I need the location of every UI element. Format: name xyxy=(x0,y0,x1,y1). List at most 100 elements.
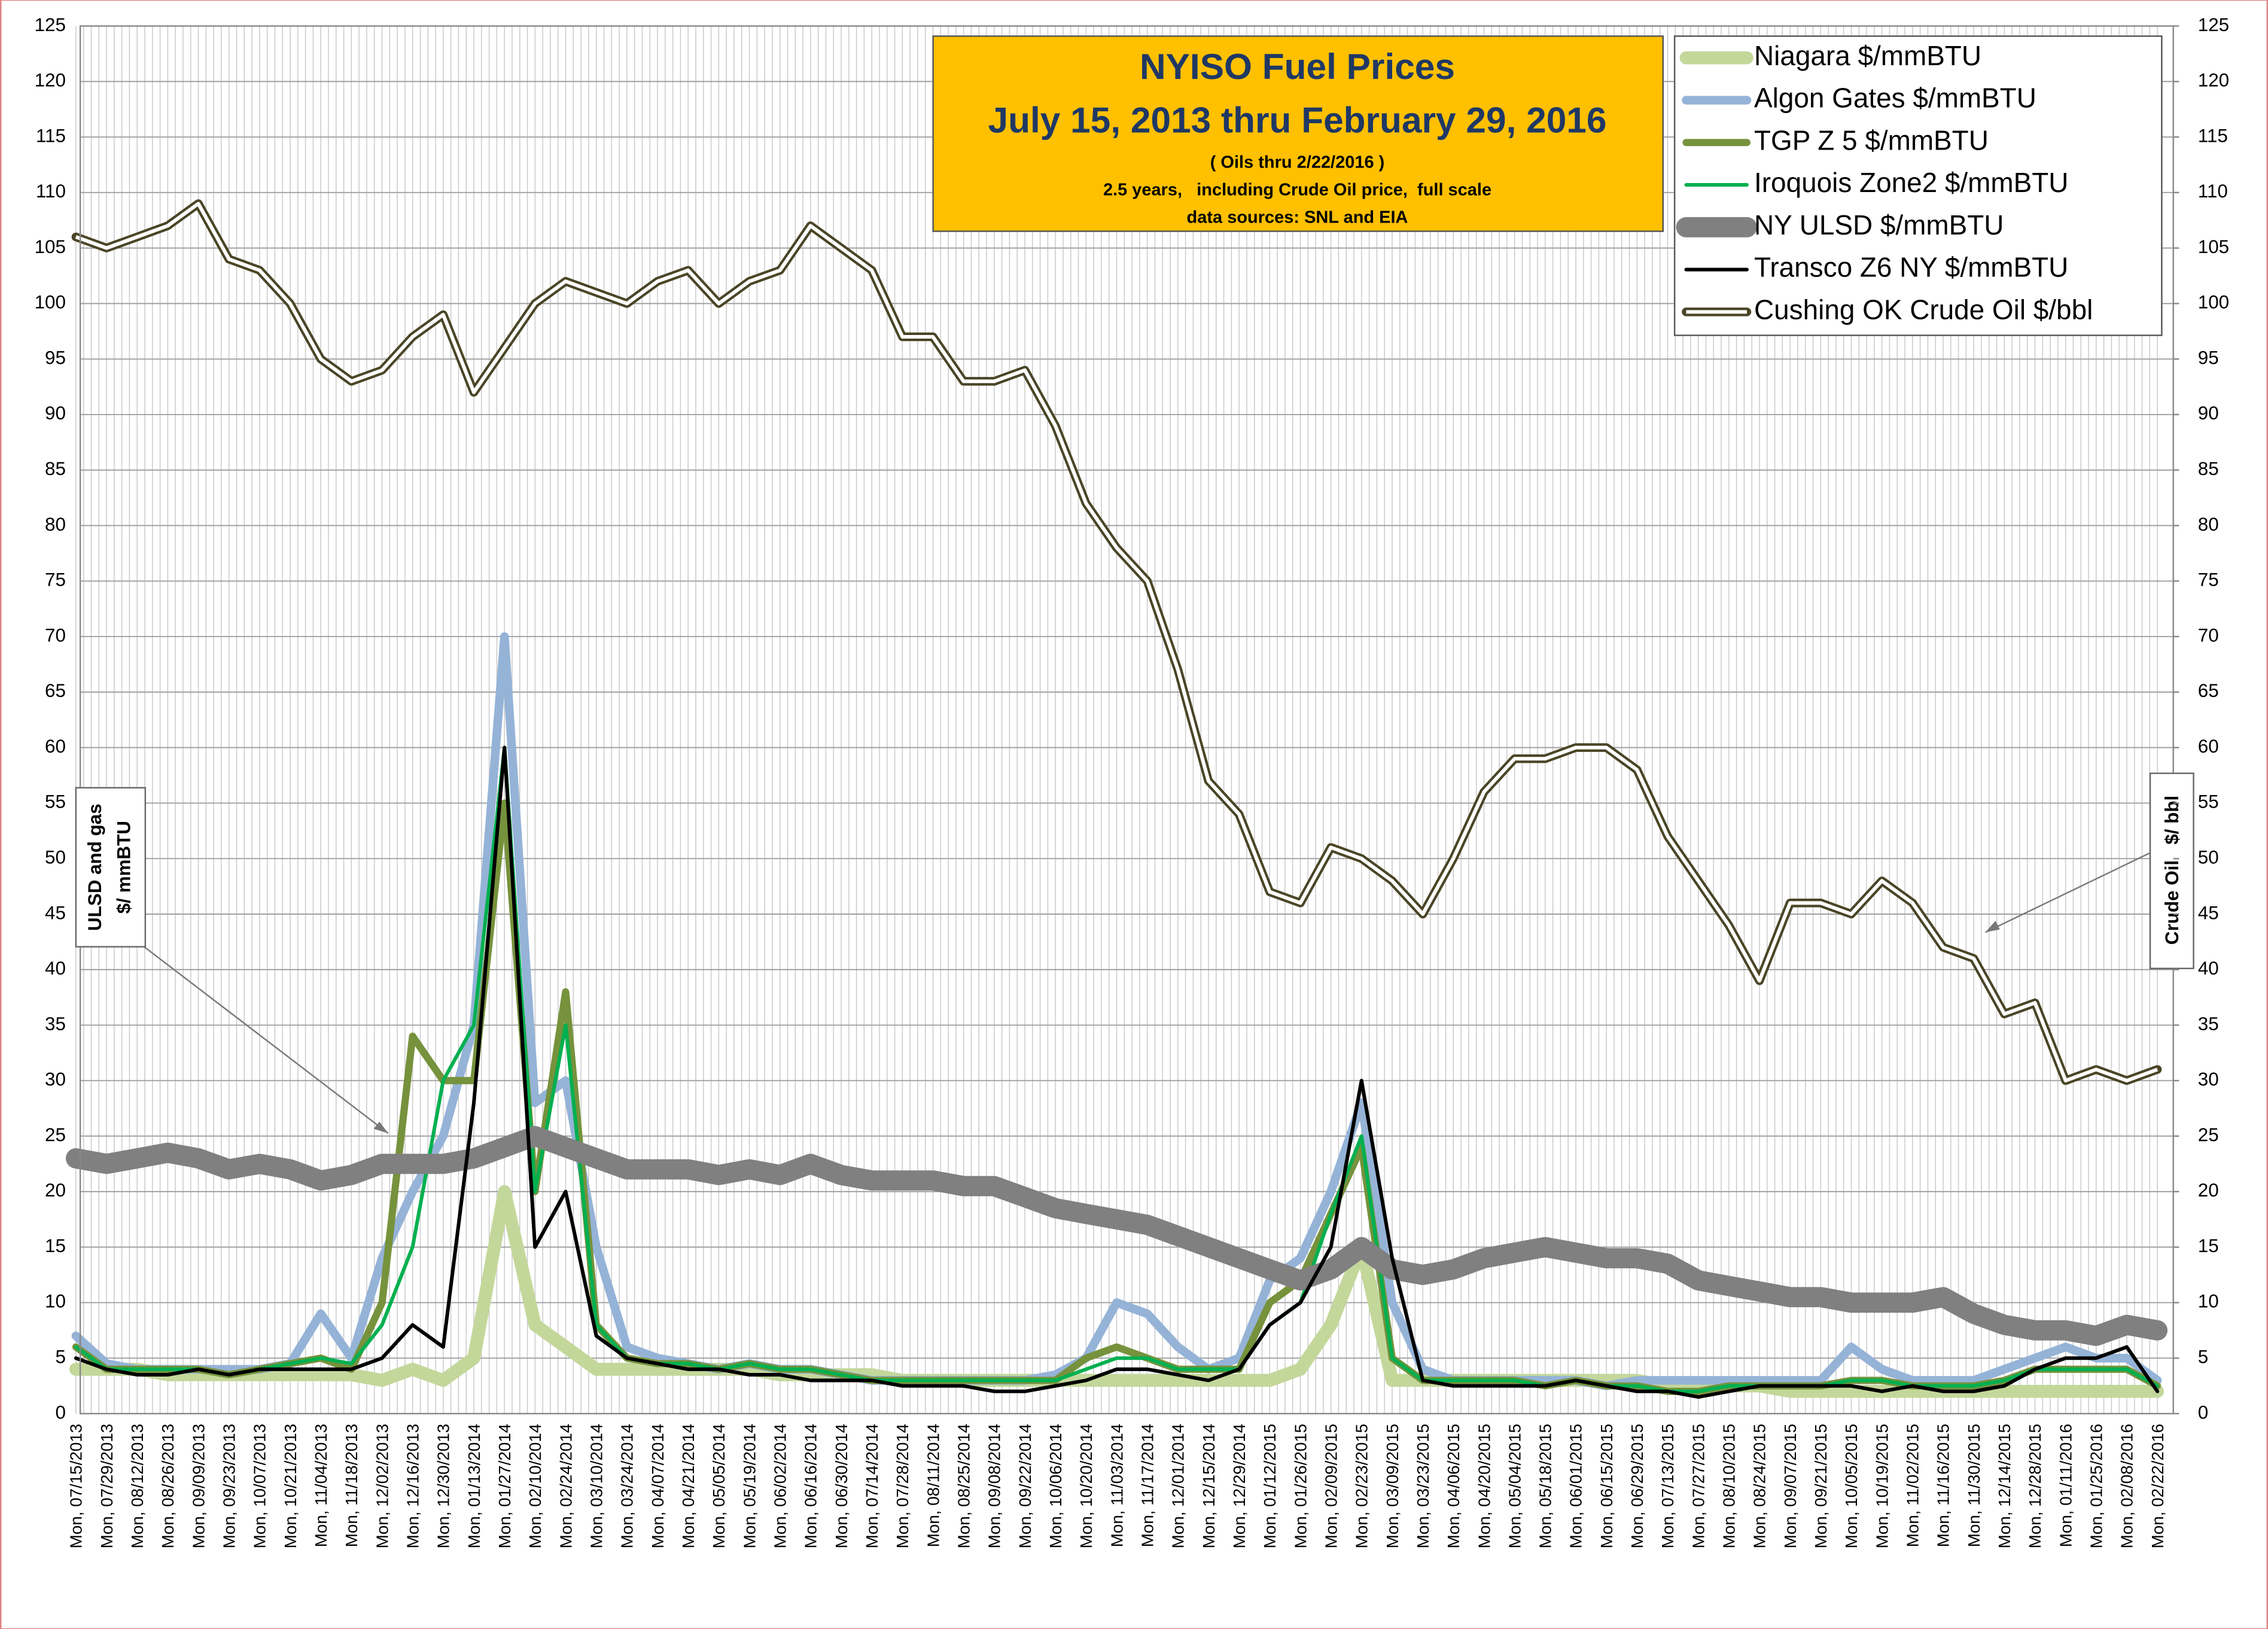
y2-tick-label: 5 xyxy=(2198,1347,2208,1368)
x-tick-label: Mon, 02/23/2015 xyxy=(1353,1424,1371,1548)
x-tick-label: Mon, 12/14/2015 xyxy=(1995,1424,2014,1548)
x-tick-label: Mon, 10/05/2015 xyxy=(1842,1424,1861,1548)
annotation: $/ mmBTU xyxy=(113,821,134,914)
x-tick-label: Mon, 07/14/2014 xyxy=(863,1424,881,1548)
x-tick-label: Mon, 06/02/2014 xyxy=(771,1424,789,1548)
x-tick-label: Mon, 04/20/2015 xyxy=(1475,1424,1493,1548)
annotation-frame xyxy=(2149,772,2194,970)
arrowhead xyxy=(373,1121,388,1134)
x-tick-label: Mon, 06/29/2015 xyxy=(1628,1424,1646,1548)
x-tick-label: Mon, 07/15/2013 xyxy=(67,1424,86,1548)
annotation-left: ULSD and gas $/ mmBTU xyxy=(75,787,389,1134)
x-tick-label: Mon, 08/25/2014 xyxy=(954,1424,973,1548)
x-tick-label: Mon, 09/22/2014 xyxy=(1016,1424,1034,1548)
x-tick-label: Mon, 03/09/2015 xyxy=(1383,1424,1402,1548)
note: ( Oils thru 2/22/2016 ) xyxy=(1210,153,1385,172)
y-tick-label: 85 xyxy=(45,458,66,479)
x-tick-label: Mon, 09/23/2013 xyxy=(220,1424,238,1548)
y2-tick-label: 0 xyxy=(2198,1402,2208,1423)
series-line xyxy=(69,1185,2165,1398)
x-tick-label: Mon, 02/24/2014 xyxy=(556,1424,575,1548)
x-tick-label: Mon, 08/24/2015 xyxy=(1751,1424,1769,1548)
title-frame xyxy=(932,35,1664,232)
y-tick-label: 30 xyxy=(45,1069,66,1090)
x-tick-label: Mon, 10/06/2014 xyxy=(1046,1424,1065,1548)
x-tick-label: Mon, 12/02/2013 xyxy=(373,1424,391,1548)
legend-frame xyxy=(1673,35,2163,336)
arrow xyxy=(130,936,389,1134)
x-tick-label: Mon, 11/03/2014 xyxy=(1107,1424,1126,1547)
x-tick-label: Mon, 03/10/2014 xyxy=(587,1424,605,1548)
y-tick-label: 25 xyxy=(45,1124,66,1145)
x-tick-label: Mon, 02/08/2016 xyxy=(2118,1424,2136,1548)
x-tick-label: Mon, 11/04/2013 xyxy=(312,1424,330,1547)
y2-tick-label: 25 xyxy=(2198,1124,2219,1145)
x-tick-label: Mon, 06/01/2015 xyxy=(1567,1424,1585,1548)
y-tick-label: 50 xyxy=(45,847,66,867)
x-tick-label: Mon, 11/16/2015 xyxy=(1934,1424,1953,1547)
annotation: ULSD and gas xyxy=(84,803,105,931)
y2-tick-label: 15 xyxy=(2198,1235,2219,1256)
y2-tick-label: 75 xyxy=(2198,570,2219,590)
series-line xyxy=(65,1126,2168,1346)
x-tick-label: Mon, 04/06/2015 xyxy=(1444,1424,1463,1548)
y2-tick-label: 100 xyxy=(2198,292,2229,313)
x-tick-label: Mon, 05/18/2015 xyxy=(1536,1424,1555,1548)
arrowhead xyxy=(1985,921,2000,933)
legend-label: Algon Gates $/mmBTU xyxy=(1754,83,2036,114)
legend-label: Niagara $/mmBTU xyxy=(1754,40,1981,71)
x-tick-label: Mon, 10/07/2013 xyxy=(251,1424,269,1548)
y2-tick-label: 65 xyxy=(2198,680,2219,701)
x-tick-label: Mon, 10/19/2015 xyxy=(1873,1424,1891,1548)
x-tick-label: Mon, 09/08/2014 xyxy=(985,1424,1004,1548)
y-tick-label: 115 xyxy=(36,125,66,146)
x-tick-label: Mon, 12/01/2014 xyxy=(1169,1424,1188,1548)
x-tick-label: Mon, 12/16/2013 xyxy=(403,1424,422,1548)
y2-tick-label: 85 xyxy=(2198,458,2219,479)
x-tick-label: Mon, 01/26/2015 xyxy=(1291,1424,1310,1548)
y-tick-label: 125 xyxy=(35,14,66,35)
y-tick-label: 80 xyxy=(45,514,66,535)
x-tick-label: Mon, 07/28/2014 xyxy=(893,1424,912,1548)
y2-tick-label: 50 xyxy=(2198,847,2219,867)
annotation: Crude Oil $/ bbl xyxy=(2162,796,2182,945)
legend-label: Cushing OK Crude Oil $/bbl xyxy=(1754,294,2093,325)
y2-tick-label: 35 xyxy=(2198,1013,2219,1034)
y-tick-label: 35 xyxy=(45,1013,66,1034)
y-tick-label: 75 xyxy=(45,570,66,590)
y-tick-label: 105 xyxy=(35,236,66,257)
legend: Niagara $/mmBTU Algon Gates $/mmBTU TGP Z … xyxy=(1673,35,2163,336)
x-tick-label: Mon, 08/12/2013 xyxy=(128,1424,147,1548)
x-tick-label: Mon, 07/13/2015 xyxy=(1658,1424,1677,1548)
x-tick-label: Mon, 03/23/2015 xyxy=(1414,1424,1432,1548)
y2-tick-label: 60 xyxy=(2198,736,2219,757)
annotation-right: Crude Oil $/ bbl xyxy=(1985,772,2194,970)
x-tick-label: Mon, 01/27/2014 xyxy=(495,1424,514,1548)
x-tick-label: Mon, 10/20/2014 xyxy=(1077,1424,1095,1548)
y2-tick-label: 30 xyxy=(2198,1069,2219,1090)
title-box: NYISO Fuel Prices July 15, 2013 thru Feb… xyxy=(932,35,1664,232)
series-line-inner xyxy=(75,202,2159,1083)
x-tick-label: Mon, 05/04/2015 xyxy=(1505,1424,1524,1548)
y-tick-label: 95 xyxy=(45,347,66,368)
y2-tick-label: 120 xyxy=(2198,70,2229,91)
y-tick-label: 20 xyxy=(45,1180,66,1201)
y-tick-label: 5 xyxy=(55,1347,65,1368)
x-tick-label: Mon, 08/26/2013 xyxy=(159,1424,177,1548)
y-tick-label: 10 xyxy=(45,1291,66,1312)
x-tick-label: Mon, 11/17/2014 xyxy=(1138,1424,1156,1547)
x-tick-label: Mon, 09/07/2015 xyxy=(1781,1424,1800,1548)
plot-frame xyxy=(79,25,2174,1415)
legend-label: Transco Z6 NY $/mmBTU xyxy=(1754,252,2068,283)
series-line xyxy=(74,745,2160,1399)
y-tick-label: 90 xyxy=(45,403,66,424)
x-tick-label: Mon, 02/10/2014 xyxy=(526,1424,544,1548)
x-tick-label: Mon, 11/18/2013 xyxy=(342,1424,361,1547)
x-tick-label: Mon, 12/30/2013 xyxy=(434,1424,453,1548)
y-tick-label: 0 xyxy=(55,1402,65,1423)
legend-label: Iroquois Zone2 $/mmBTU xyxy=(1754,167,2068,198)
x-tick-label: Mon, 11/30/2015 xyxy=(1965,1424,1983,1547)
x-tick-label: Mon, 06/30/2014 xyxy=(832,1424,851,1548)
y2-tick-label: 45 xyxy=(2198,902,2219,923)
